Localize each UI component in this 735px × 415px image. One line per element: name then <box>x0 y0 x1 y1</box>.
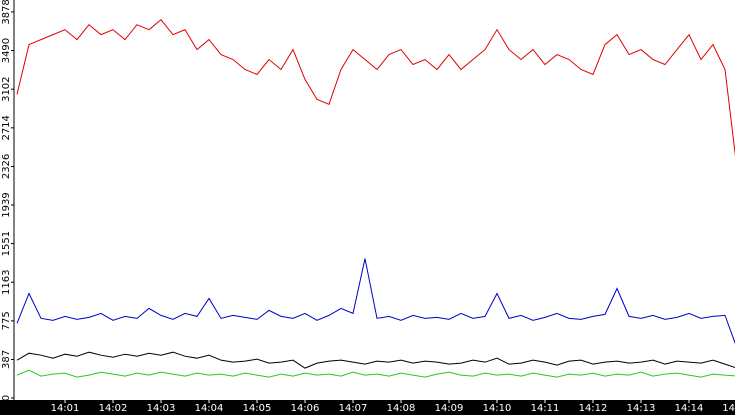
y-tick-label: 1551 <box>1 231 12 256</box>
x-axis-band <box>0 400 735 415</box>
y-tick-label: 1163 <box>1 269 12 294</box>
x-tick-label: 14:10 <box>483 403 512 414</box>
y-tick-label: 1939 <box>1 192 12 217</box>
y-tick-label: 3490 <box>1 38 12 63</box>
x-tick-label: 14:06 <box>291 403 320 414</box>
x-tick-label: 14:13 <box>627 403 656 414</box>
x-tick-label: 14:08 <box>387 403 416 414</box>
y-tick-label: 775 <box>1 311 12 330</box>
y-tick-label: 3102 <box>1 76 12 101</box>
series-line <box>16 369 735 378</box>
y-tick-label: 2714 <box>1 115 12 140</box>
y-tick-label: 3878 <box>1 0 12 25</box>
series-line <box>16 258 735 345</box>
y-tick-label: 387 <box>1 350 12 369</box>
y-tick-label: 2326 <box>1 154 12 179</box>
x-tick-label: 14:07 <box>339 403 368 414</box>
x-tick-label: 14:02 <box>99 403 128 414</box>
x-tick-label: 14:01 <box>51 403 80 414</box>
x-tick-label: 14:04 <box>195 403 224 414</box>
x-tick-label: 14 <box>722 403 735 414</box>
y-tick-label: 0 <box>1 395 12 401</box>
x-tick-label: 14:05 <box>243 403 272 414</box>
series-line <box>16 19 735 157</box>
x-tick-label: 14:11 <box>531 403 560 414</box>
x-tick-label: 14:14 <box>675 403 704 414</box>
x-tick-label: 14:03 <box>147 403 176 414</box>
series-line <box>16 351 735 369</box>
x-tick-label: 14:12 <box>579 403 608 414</box>
x-tick-label: 14:09 <box>435 403 464 414</box>
